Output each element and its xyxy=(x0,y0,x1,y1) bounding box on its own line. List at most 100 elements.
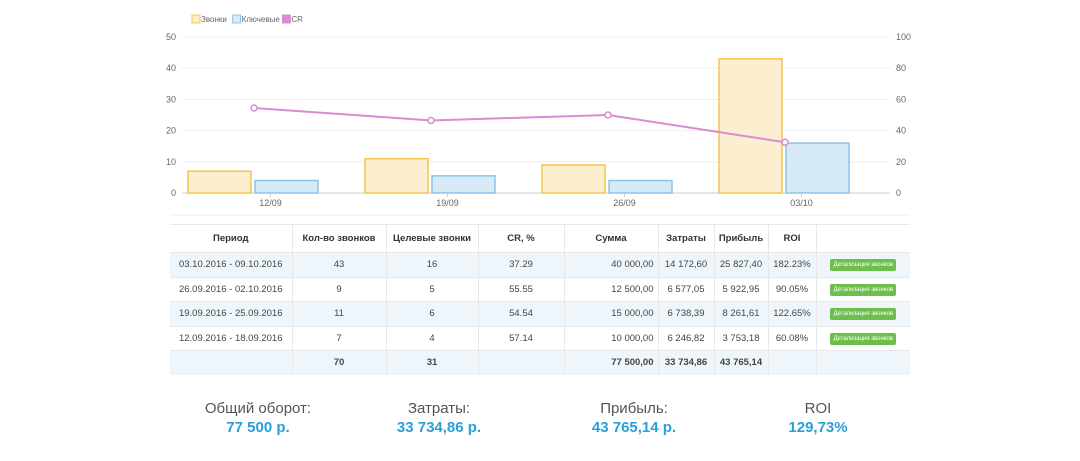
bar-Звонки-12/09 xyxy=(187,170,252,194)
cell-target: 5 xyxy=(386,276,479,302)
call-details-button[interactable]: Детализация звонков xyxy=(830,283,897,296)
chart-legend[interactable]: Звонки Ключевые CR xyxy=(191,14,303,24)
cell-cr: 57.14 xyxy=(478,325,565,351)
legend-swatch xyxy=(232,14,242,24)
header-calls[interactable]: Кол-во звонков xyxy=(292,224,387,253)
cell-target: 16 xyxy=(386,252,479,277)
cr-point xyxy=(250,104,258,112)
x-axis: 12/09 19/09 26/09 03/10 xyxy=(259,193,813,208)
cell-total-label xyxy=(170,350,293,375)
header-cr[interactable]: CR, % xyxy=(478,224,565,253)
bar-Ключевые-03/10 xyxy=(785,142,850,194)
bar-Звонки-19/09 xyxy=(364,157,429,194)
cell-total-calls: 70 xyxy=(292,350,387,375)
y-right-tick-label: 20 xyxy=(896,157,906,167)
header-profit[interactable]: Прибыль xyxy=(714,224,769,253)
summary-roi: ROI 129,73% xyxy=(718,400,918,436)
cr-point xyxy=(604,111,612,119)
cell-total-sum: 77 500,00 xyxy=(564,350,659,375)
profit-value: 43 765,14 р. xyxy=(591,419,677,436)
header-sum[interactable]: Сумма xyxy=(564,224,659,253)
cell-cr: 55.55 xyxy=(478,276,565,302)
cell-calls: 9 xyxy=(292,276,387,302)
legend-label: Звонки xyxy=(201,15,227,24)
table-row: 26.09.2016 - 02.10.2016 9 5 55.55 12 500… xyxy=(170,276,910,302)
cell-period: 03.10.2016 - 09.10.2016 xyxy=(170,252,293,277)
cell-action: Детализация звонков xyxy=(816,325,910,351)
header-target-calls[interactable]: Целевые звонки xyxy=(386,224,479,253)
profit-label: Прибыль: xyxy=(600,400,668,417)
table-header-row: Период Кол-во звонков Целевые звонки CR,… xyxy=(170,224,910,253)
totals-row: 70 31 77 500,00 33 734,86 43 765,14 xyxy=(170,350,910,375)
cell-period: 19.09.2016 - 25.09.2016 xyxy=(170,301,293,326)
table-row: 03.10.2016 - 09.10.2016 43 16 37.29 40 0… xyxy=(170,252,910,277)
cell-action: Детализация звонков xyxy=(816,301,910,326)
cell-roi: 122.65% xyxy=(768,301,817,326)
bar-Ключевые-19/09 xyxy=(431,175,496,194)
cr-line xyxy=(253,106,786,144)
call-details-button[interactable]: Детализация звонков xyxy=(830,332,897,345)
costs-label: Затраты: xyxy=(407,400,471,417)
cell-calls: 7 xyxy=(292,325,387,351)
x-tick-label: 19/09 xyxy=(436,198,459,208)
y-left-tick-label: 30 xyxy=(166,94,176,104)
legend-swatch xyxy=(191,14,201,24)
cell-roi: 90.05% xyxy=(768,276,817,302)
summary-costs: Затраты: 33 734,86 р. xyxy=(339,400,539,436)
cell-total-profit: 43 765,14 xyxy=(714,350,769,375)
y-left-tick-label: 40 xyxy=(166,63,176,73)
cell-target: 6 xyxy=(386,301,479,326)
header-roi[interactable]: ROI xyxy=(768,224,817,253)
cr-point xyxy=(427,116,435,125)
cell-profit: 25 827,40 xyxy=(714,252,769,277)
bar-Ключевые-26/09 xyxy=(608,179,673,194)
summary-turnover: Общий оборот: 77 500 р. xyxy=(158,400,358,436)
table-row: 12.09.2016 - 18.09.2016 7 4 57.14 10 000… xyxy=(170,325,910,351)
cell-costs: 6 738,39 xyxy=(658,301,715,326)
call-details-button[interactable]: Детализация звонков xyxy=(830,259,897,272)
cell-calls: 43 xyxy=(292,252,387,277)
cell-costs: 6 246,82 xyxy=(658,325,715,351)
y-left-tick-label: 50 xyxy=(166,32,176,42)
table-row: 19.09.2016 - 25.09.2016 11 6 54.54 15 00… xyxy=(170,301,910,326)
cell-total-target: 31 xyxy=(386,350,479,375)
cell-cr: 54.54 xyxy=(478,301,565,326)
y-right-tick-label: 0 xyxy=(896,188,901,198)
bar-series xyxy=(187,58,850,194)
cell-cr: 37.29 xyxy=(478,252,565,277)
right-axis: 0 20 40 60 80 100 xyxy=(896,32,911,198)
cell-period: 26.09.2016 - 02.10.2016 xyxy=(170,276,293,302)
legend-label: Ключевые xyxy=(242,15,281,24)
header-period[interactable]: Период xyxy=(170,224,293,253)
cell-profit: 8 261,61 xyxy=(714,301,769,326)
cell-profit: 3 753,18 xyxy=(714,325,769,351)
cell-action: Детализация звонков xyxy=(816,276,910,302)
legend-swatch xyxy=(281,14,291,24)
y-right-tick-label: 80 xyxy=(896,63,906,73)
header-costs[interactable]: Затраты xyxy=(658,224,715,253)
calls-chart: 0 10 20 30 40 50 0 20 40 60 80 100 12/09 19/09 26/09… xyxy=(166,14,911,216)
call-details-button[interactable]: Детализация звонков xyxy=(830,308,897,321)
cell-sum: 40 000,00 xyxy=(564,252,659,277)
cell-roi: 60.08% xyxy=(768,325,817,351)
cr-point xyxy=(781,138,789,147)
cell-target: 4 xyxy=(386,325,479,351)
header-actions xyxy=(816,224,910,253)
x-tick-label: 12/09 xyxy=(259,198,282,208)
cell-period: 12.09.2016 - 18.09.2016 xyxy=(170,325,293,351)
left-axis: 0 10 20 30 40 50 xyxy=(166,32,176,198)
roi-value: 129,73% xyxy=(788,419,848,436)
y-left-tick-label: 0 xyxy=(171,188,176,198)
cell-total-cr xyxy=(478,350,565,375)
cell-total-roi xyxy=(768,350,817,375)
x-tick-label: 26/09 xyxy=(613,198,636,208)
y-left-tick-label: 20 xyxy=(166,126,176,136)
cell-costs: 6 577,05 xyxy=(658,276,715,302)
legend-label: CR xyxy=(291,15,303,24)
cell-total-costs: 33 734,86 xyxy=(658,350,715,375)
x-tick-label: 03/10 xyxy=(790,198,813,208)
cell-sum: 12 500,00 xyxy=(564,276,659,302)
cell-total-action xyxy=(816,350,910,375)
bar-Звонки-03/10 xyxy=(718,58,783,194)
cell-sum: 15 000,00 xyxy=(564,301,659,326)
